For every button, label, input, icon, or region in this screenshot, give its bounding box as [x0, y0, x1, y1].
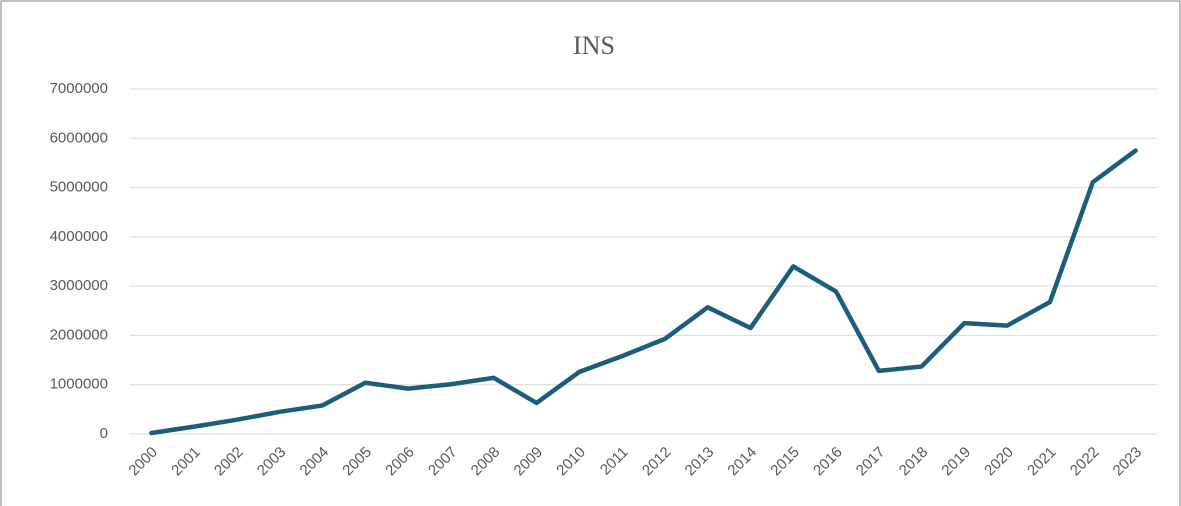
x-tick-label: 2020 — [981, 444, 1017, 480]
y-tick-label: 6000000 — [50, 129, 108, 146]
x-tick-label: 2013 — [682, 444, 718, 480]
y-tick-label: 5000000 — [50, 179, 108, 196]
x-tick-label: 2017 — [853, 444, 889, 480]
y-tick-label: 1000000 — [50, 376, 108, 393]
x-tick-label: 2006 — [382, 444, 418, 480]
y-tick-label: 0 — [100, 425, 108, 442]
y-tick-label: 2000000 — [50, 326, 108, 343]
y-tick-label: 3000000 — [50, 277, 108, 294]
x-tick-label: 2000 — [125, 444, 161, 480]
x-tick-label: 2002 — [211, 444, 247, 480]
x-tick-label: 2018 — [896, 444, 932, 480]
x-tick-label: 2005 — [339, 444, 375, 480]
x-tick-label: 2021 — [1024, 444, 1060, 480]
x-tick-label: 2022 — [1067, 444, 1103, 480]
x-tick-label: 2014 — [724, 444, 760, 480]
x-tick-label: 2009 — [511, 444, 547, 480]
x-tick-label: 2016 — [810, 444, 846, 480]
x-tick-label: 2011 — [597, 444, 632, 479]
x-tick-label: 2003 — [254, 444, 290, 480]
x-tick-label: 2001 — [168, 444, 204, 480]
x-tick-label: 2007 — [425, 444, 461, 480]
x-tick-label: 2023 — [1110, 444, 1146, 480]
x-tick-label: 2012 — [639, 444, 675, 480]
x-tick-label: 2015 — [767, 444, 803, 480]
x-tick-label: 2004 — [297, 444, 333, 480]
y-tick-label: 4000000 — [50, 228, 108, 245]
chart-title: INS — [573, 31, 615, 60]
x-tick-label: 2008 — [468, 444, 504, 480]
x-tick-label: 2019 — [938, 444, 974, 480]
line — [149, 148, 1138, 436]
x-tick-label: 2010 — [553, 444, 589, 480]
y-tick-label: 7000000 — [50, 80, 108, 97]
